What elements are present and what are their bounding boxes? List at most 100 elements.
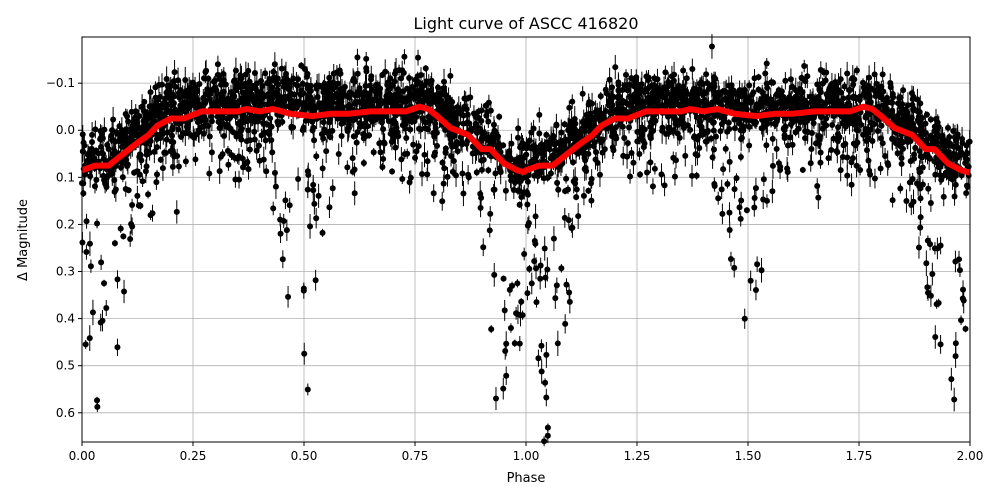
data-point bbox=[952, 340, 959, 347]
data-point bbox=[371, 96, 378, 103]
data-point bbox=[226, 114, 233, 121]
data-point bbox=[129, 201, 136, 208]
data-point bbox=[335, 151, 342, 158]
data-point bbox=[543, 131, 550, 138]
data-point bbox=[558, 129, 565, 136]
data-point bbox=[424, 126, 431, 133]
data-point bbox=[647, 159, 654, 166]
data-point bbox=[808, 146, 815, 153]
data-point bbox=[708, 135, 715, 142]
data-point bbox=[952, 353, 959, 360]
data-point bbox=[331, 84, 338, 91]
data-point bbox=[182, 76, 189, 83]
data-point bbox=[531, 258, 538, 265]
data-point bbox=[929, 271, 936, 278]
data-point bbox=[712, 133, 719, 140]
data-point bbox=[424, 171, 431, 178]
data-point bbox=[430, 190, 437, 197]
data-point bbox=[508, 140, 515, 147]
data-point bbox=[200, 130, 207, 137]
data-point bbox=[368, 73, 375, 80]
data-point bbox=[301, 350, 308, 357]
data-point bbox=[98, 143, 105, 150]
data-point bbox=[849, 75, 856, 82]
data-point bbox=[569, 98, 576, 105]
data-point bbox=[239, 155, 246, 162]
data-point bbox=[924, 284, 931, 291]
data-point bbox=[903, 198, 910, 205]
data-point bbox=[479, 129, 486, 136]
data-point bbox=[648, 82, 655, 89]
data-point bbox=[962, 159, 969, 166]
data-point bbox=[110, 116, 117, 123]
data-point bbox=[242, 71, 249, 78]
data-point bbox=[919, 122, 926, 129]
data-point bbox=[431, 133, 438, 140]
data-point bbox=[636, 151, 643, 158]
data-point bbox=[237, 75, 244, 82]
data-point bbox=[310, 181, 317, 188]
data-point bbox=[497, 167, 504, 174]
data-point bbox=[282, 197, 289, 204]
data-point bbox=[538, 368, 545, 375]
data-point bbox=[179, 129, 186, 136]
data-point bbox=[787, 134, 794, 141]
data-point bbox=[208, 118, 215, 125]
data-point bbox=[937, 172, 944, 179]
data-point bbox=[960, 286, 967, 293]
data-point bbox=[320, 135, 327, 142]
data-point bbox=[535, 355, 542, 362]
data-point bbox=[116, 123, 123, 130]
data-point bbox=[963, 190, 970, 197]
data-point bbox=[444, 173, 451, 180]
data-point bbox=[865, 157, 872, 164]
data-point bbox=[741, 315, 748, 322]
data-point bbox=[320, 119, 327, 126]
data-point bbox=[401, 53, 408, 60]
data-point bbox=[145, 191, 152, 198]
data-point bbox=[500, 385, 507, 392]
data-point bbox=[220, 77, 227, 84]
data-point bbox=[111, 240, 118, 247]
data-point bbox=[773, 91, 780, 98]
data-point bbox=[651, 165, 658, 172]
data-point bbox=[680, 67, 687, 74]
data-point bbox=[127, 235, 134, 242]
data-point bbox=[671, 173, 678, 180]
data-point bbox=[142, 168, 149, 175]
data-point bbox=[204, 86, 211, 93]
data-point bbox=[544, 424, 551, 431]
data-point bbox=[477, 204, 484, 211]
data-point bbox=[191, 134, 198, 141]
data-point bbox=[869, 137, 876, 144]
data-point bbox=[142, 111, 149, 118]
data-point bbox=[746, 123, 753, 130]
data-point bbox=[509, 282, 516, 289]
data-point bbox=[555, 186, 562, 193]
data-point bbox=[93, 176, 100, 183]
data-point bbox=[278, 65, 285, 72]
data-point bbox=[363, 55, 370, 62]
data-point bbox=[722, 145, 729, 152]
data-point bbox=[152, 84, 159, 91]
data-point bbox=[948, 376, 955, 383]
data-point bbox=[958, 317, 965, 324]
data-point bbox=[134, 168, 141, 175]
data-point bbox=[621, 134, 628, 141]
data-point bbox=[217, 153, 224, 160]
data-point bbox=[232, 67, 239, 74]
data-point bbox=[746, 82, 753, 89]
data-point bbox=[758, 267, 765, 274]
data-point bbox=[240, 164, 247, 171]
data-point bbox=[441, 165, 448, 172]
data-point bbox=[310, 124, 317, 131]
data-point bbox=[120, 233, 127, 240]
data-point bbox=[182, 158, 189, 165]
data-point bbox=[817, 159, 824, 166]
data-point bbox=[597, 93, 604, 100]
data-point bbox=[283, 227, 290, 234]
data-point bbox=[628, 75, 635, 82]
data-point bbox=[377, 149, 384, 156]
data-point bbox=[492, 170, 499, 177]
